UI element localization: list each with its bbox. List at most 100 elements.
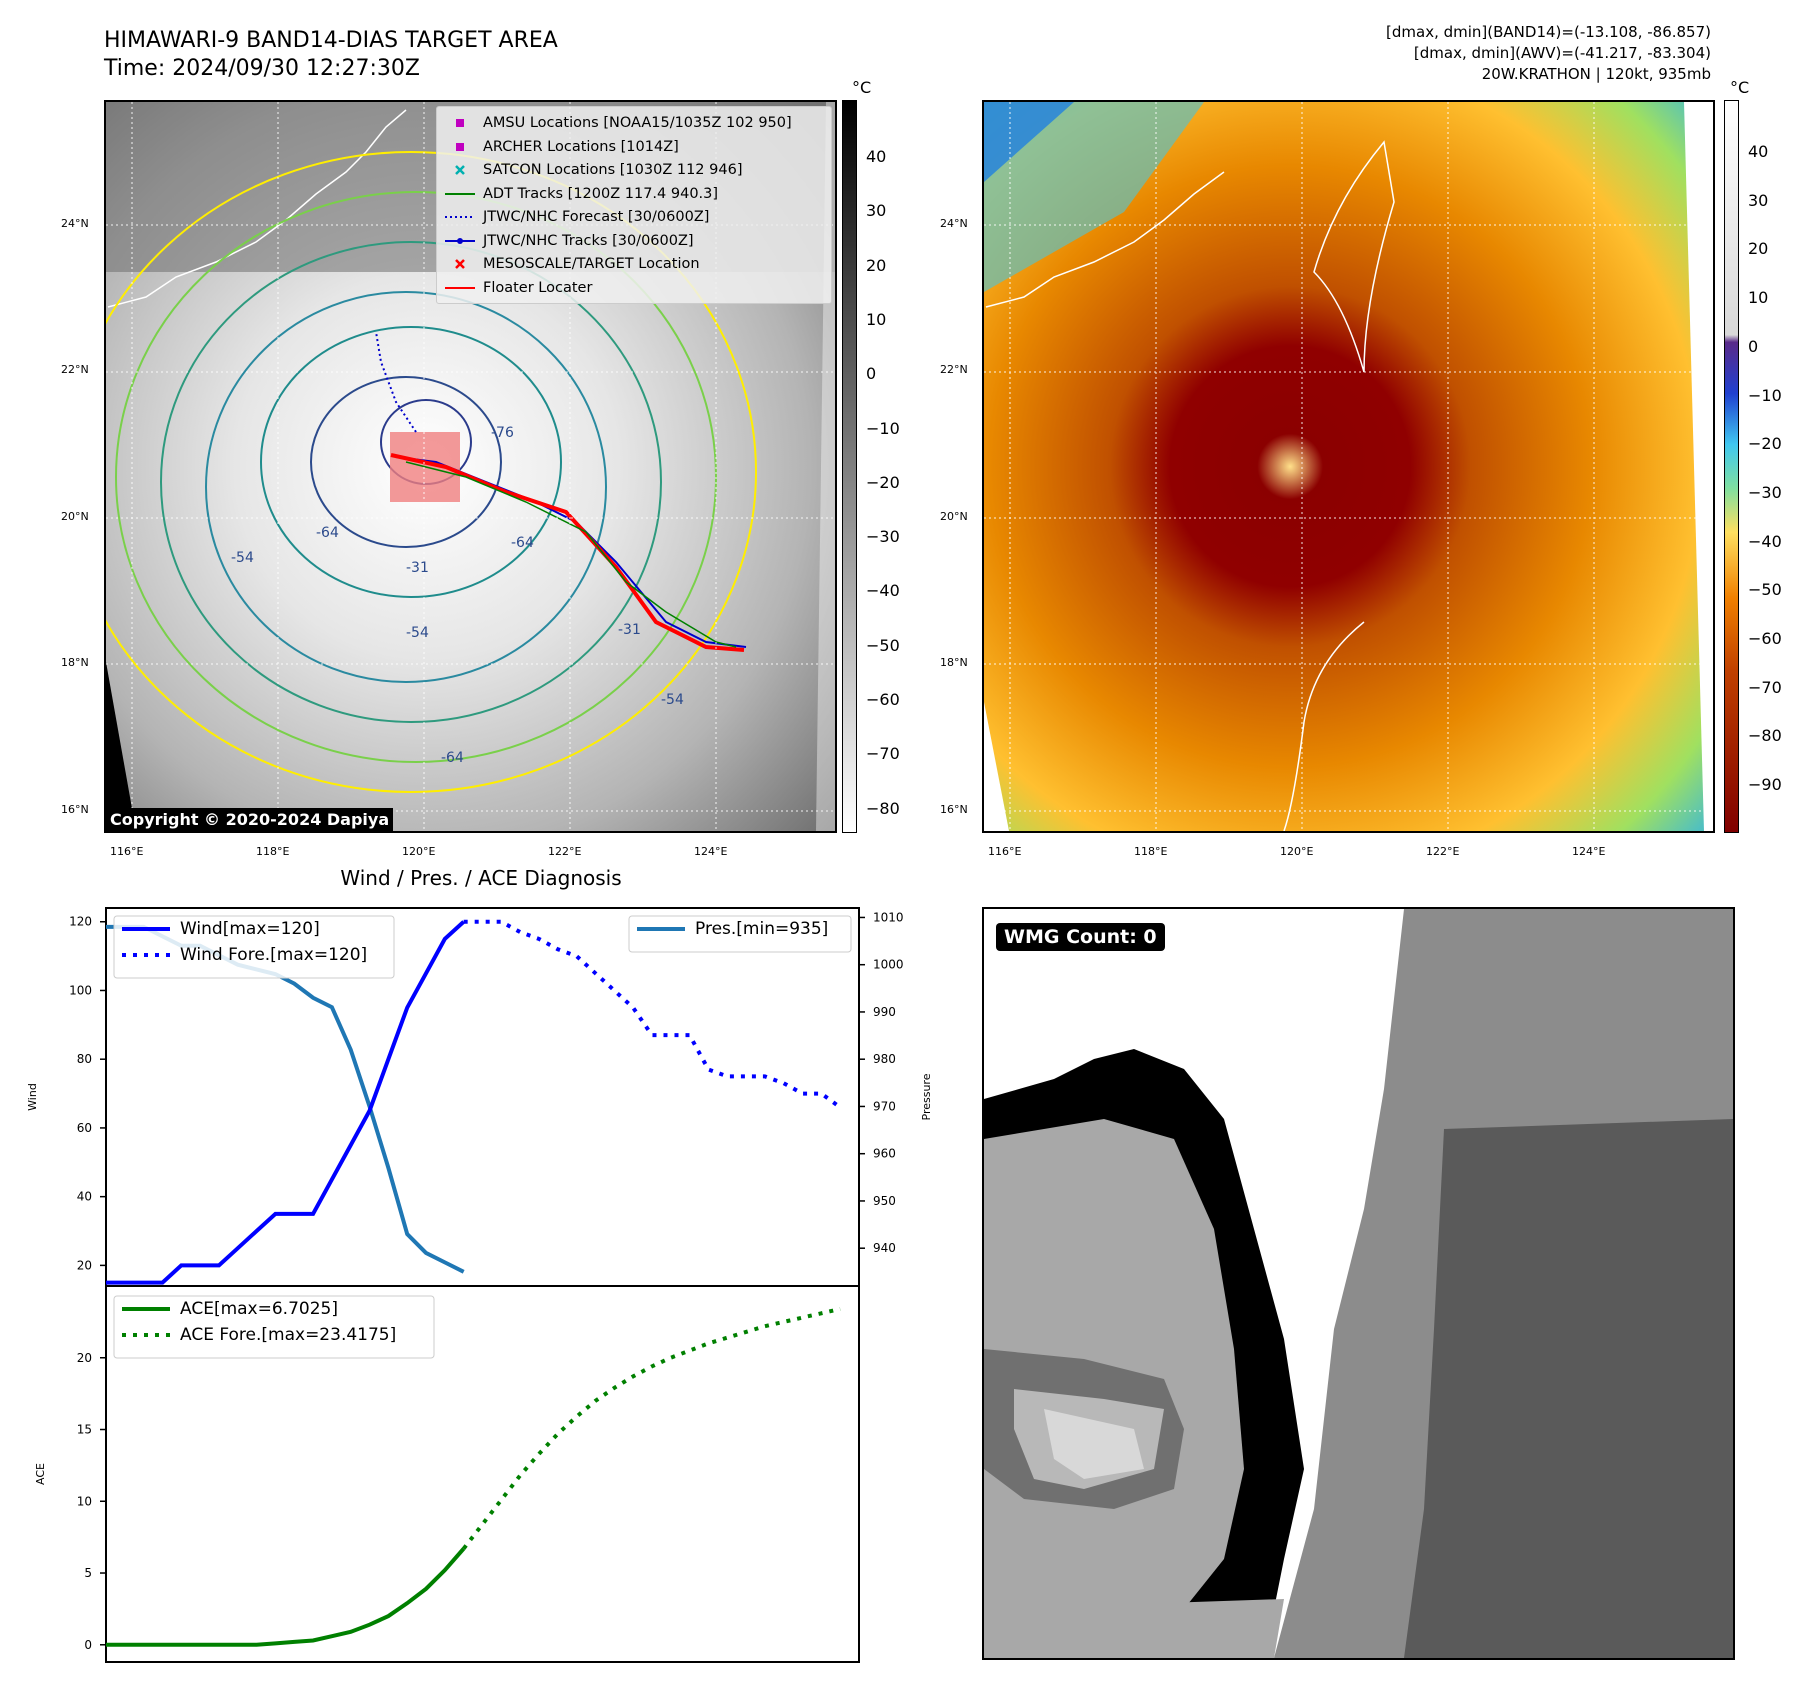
lat-label: 24°N	[61, 217, 89, 230]
y-tick-label: 1000	[873, 958, 904, 972]
colorbar-tick: −80	[866, 798, 900, 818]
contour-label: -64	[441, 750, 464, 766]
colorbar-tick: −50	[1748, 580, 1782, 600]
contour-label: -54	[231, 550, 254, 566]
colorbar-tick: −30	[1748, 482, 1782, 502]
lon-label: 124°E	[1572, 845, 1606, 858]
legend-label: AMSU Locations [NOAA15/1035Z 102 950]	[483, 115, 792, 131]
colorbar-tick: −10	[1748, 385, 1782, 405]
storm-info: 20W.KRATHON | 120kt, 935mb	[1481, 65, 1711, 83]
ir-satellite-map: -76 -64 -64 -54 -54 -64 -31 -54 -31 AMSU…	[104, 100, 837, 833]
legend-item: JTWC/NHC Tracks [30/0600Z]	[443, 231, 694, 251]
lat-label: 18°N	[940, 656, 968, 669]
colorbar-tick: 40	[866, 147, 887, 166]
y-tick-label: 990	[873, 1005, 896, 1019]
lon-label: 120°E	[1280, 845, 1314, 858]
track-legend: AMSU Locations [NOAA15/1035Z 102 950] ARC…	[436, 106, 832, 304]
series-line	[106, 920, 466, 1285]
lat-label: 20°N	[940, 510, 968, 523]
y-tick-label: 940	[873, 1241, 896, 1255]
map-title: HIMAWARI-9 BAND14-DIAS TARGET AREA	[104, 28, 558, 53]
lat-label: 22°N	[61, 363, 89, 376]
y-tick-label: 15	[77, 1423, 92, 1437]
wmg-panel: WMG Count: 0	[982, 907, 1735, 1660]
legend-symbol	[456, 142, 464, 151]
colorbar-tick: 0	[866, 364, 877, 384]
wind-axis-label: Wind	[26, 1083, 39, 1111]
series-line	[106, 1547, 466, 1647]
colorbar-tick: −60	[1748, 629, 1782, 648]
colorbar-tick: −40	[1748, 531, 1782, 551]
diagnosis-chart: 2040608010012094095096097098099010001010…	[26, 907, 930, 1663]
legend-item: JTWC/NHC Forecast [30/0600Z]	[443, 207, 709, 227]
chart-legend	[628, 915, 852, 953]
y-tick-label: 20	[77, 1351, 92, 1365]
colorbar-tick: −30	[866, 527, 900, 547]
colorbar-tick: −90	[1748, 775, 1782, 795]
legend-label: ARCHER Locations [1014Z]	[483, 138, 679, 155]
legend-symbol	[445, 237, 475, 244]
chart-legend	[113, 1295, 435, 1359]
y-tick-label: 960	[873, 1147, 896, 1161]
colorbar-tick: −40	[866, 581, 900, 601]
legend-item: ARCHER Locations [1014Z]	[443, 137, 679, 157]
colorbar-tick: 20	[1748, 239, 1769, 259]
y-tick-label: 0	[84, 1638, 92, 1652]
y-tick-label: 80	[77, 1052, 92, 1066]
pressure-axis-label: Pressure	[920, 1073, 930, 1120]
legend-label: JTWC/NHC Tracks [30/0600Z]	[483, 232, 694, 249]
legend-symbol	[445, 216, 475, 218]
awv-range: [dmax, dmin](AWV)=(-41.217, -83.304)	[1413, 44, 1711, 62]
y-tick-label: 40	[77, 1190, 92, 1204]
lon-label: 122°E	[548, 845, 582, 858]
contour-label: -54	[406, 625, 429, 641]
y-tick-label: 5	[84, 1566, 92, 1580]
legend-label: ADT Tracks [1200Z 117.4 940.3]	[483, 185, 719, 202]
bt-colorbar	[842, 100, 857, 833]
series-line	[106, 924, 465, 1274]
contour-label: -76	[491, 425, 514, 441]
y-tick-label: 20	[77, 1258, 92, 1272]
legend-item: Floater Locater	[443, 278, 592, 298]
colorbar-tick: 10	[866, 309, 887, 329]
legend-item: AMSU Locations [NOAA15/1035Z 102 950]	[443, 113, 792, 133]
legend-symbol	[445, 286, 475, 289]
lon-label: 118°E	[256, 845, 290, 858]
colorbar-tick: −70	[1748, 677, 1782, 697]
contour-label: -31	[618, 622, 641, 638]
band14-range: [dmax, dmin](BAND14)=(-13.108, -86.857)	[1386, 23, 1711, 41]
y-tick-label: 950	[873, 1194, 896, 1208]
y-tick-label: 120	[69, 915, 92, 929]
legend-label: Pres.[min=935]	[695, 919, 828, 939]
legend-label: JTWC/NHC Forecast [30/0600Z]	[483, 209, 710, 225]
lat-label: 22°N	[940, 363, 968, 376]
y-tick-label: 10	[77, 1494, 92, 1508]
lat-label: 16°N	[61, 803, 89, 816]
legend-item: ADT Tracks [1200Z 117.4 940.3]	[443, 184, 718, 204]
colorbar-tick: −20	[866, 472, 900, 492]
copyright-label: Copyright © 2020-2024 Dapiya	[106, 808, 394, 831]
colorbar-tick: 30	[866, 201, 887, 221]
lon-label: 118°E	[1134, 845, 1168, 858]
colorbar-tick: 0	[1748, 336, 1759, 356]
lon-label: 124°E	[694, 845, 728, 858]
colorbar-unit: °C	[852, 78, 872, 97]
lat-label: 24°N	[940, 217, 968, 230]
map-time: Time: 2024/09/30 12:27:30Z	[104, 56, 420, 81]
legend-item: SATCON Locations [1030Z 112 946]	[443, 160, 742, 180]
legend-label: Wind[max=120]	[180, 919, 320, 939]
contour-label: -64	[511, 535, 534, 551]
lon-label: 122°E	[1426, 845, 1460, 858]
contour-label: -31	[406, 560, 429, 576]
lat-label: 20°N	[61, 510, 89, 523]
y-tick-label: 970	[873, 1099, 896, 1113]
colorbar-tick: 30	[1748, 190, 1769, 210]
y-tick-label: 980	[873, 1052, 896, 1066]
contour-label: -64	[316, 525, 339, 541]
awv-colorbar	[1724, 100, 1739, 833]
colorbar-tick: −50	[866, 635, 900, 655]
lon-label: 116°E	[110, 845, 144, 858]
colorbar-tick: −10	[866, 418, 900, 438]
diagnosis-title: Wind / Pres. / ACE Diagnosis	[340, 866, 622, 890]
legend-symbol	[445, 192, 475, 195]
